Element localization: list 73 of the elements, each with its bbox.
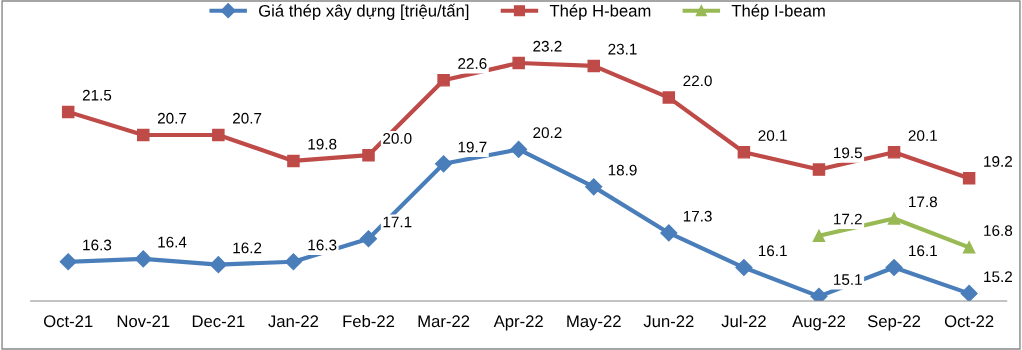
point: [435, 155, 453, 173]
data-label: 15.1: [834, 274, 862, 285]
data-label: 20.0: [383, 133, 412, 144]
x-tick-label: Jul-22: [721, 314, 766, 328]
point: [812, 163, 826, 176]
data-label: 17.1: [383, 216, 412, 228]
data-label: 19.7: [458, 141, 487, 153]
point: [887, 146, 901, 159]
data-label: 16.8: [984, 225, 1013, 237]
point: [660, 224, 678, 242]
data-label: 20.2: [533, 127, 562, 139]
point: [212, 128, 225, 142]
x-tick-label: Feb-22: [343, 314, 395, 328]
x-tick-label: Oct-21: [43, 315, 93, 328]
data-label: 22.0: [683, 75, 712, 87]
legend-label: Thép H-beam: [549, 4, 651, 20]
data-label: 19.5: [834, 147, 862, 159]
data-label: 17.8: [909, 196, 938, 208]
point: [885, 258, 903, 277]
data-label: 17.3: [683, 210, 712, 222]
x-tick-label: Jun-22: [643, 315, 694, 328]
x-tick-label: Mar-22: [418, 315, 470, 328]
data-label: 23.2: [533, 40, 562, 52]
x-tick-label: May-22: [567, 315, 621, 331]
data-label: 20.7: [157, 112, 187, 124]
x-tick-label: Dec-21: [192, 315, 245, 328]
x-tick-label: Oct-22: [944, 315, 994, 328]
data-label: 19.8: [308, 138, 337, 150]
point: [960, 284, 978, 301]
point: [962, 241, 976, 254]
point: [359, 230, 378, 248]
point: [437, 74, 450, 87]
point: [737, 146, 751, 159]
point: [362, 148, 375, 162]
data-label: 15.2: [984, 271, 1012, 283]
data-label: 20.1: [758, 130, 787, 141]
data-label: 21.5: [82, 89, 112, 101]
data-label: 16.1: [909, 245, 937, 257]
point: [512, 56, 525, 70]
point: [209, 256, 227, 274]
data-label: 16.2: [233, 242, 262, 254]
point: [587, 59, 600, 73]
x-tick-label: Sep-22: [867, 315, 921, 331]
data-label: 16.3: [308, 239, 337, 251]
point: [510, 140, 528, 158]
legend-label: Thép I-beam: [731, 4, 825, 20]
data-label: 20.1: [908, 130, 937, 141]
point: [735, 258, 753, 277]
data-label: 16.3: [83, 239, 112, 251]
point: [59, 253, 77, 271]
x-tick-label: Jan-22: [268, 315, 319, 328]
x-tick-label: Aug-22: [792, 315, 846, 331]
x-tick-label: Nov-21: [117, 315, 170, 328]
point: [287, 154, 300, 168]
point: [887, 212, 901, 225]
point: [137, 128, 150, 142]
data-label: 19.2: [984, 156, 1012, 167]
data-label: 18.9: [608, 164, 637, 176]
point: [284, 253, 302, 271]
data-label: 17.2: [834, 213, 862, 225]
data-label: 23.1: [608, 43, 637, 55]
data-label: 20.7: [233, 112, 262, 124]
legend-label: Giá thép xây dựng [triệu/tấn]: [259, 3, 469, 20]
point: [134, 250, 152, 268]
point: [962, 171, 976, 185]
x-tick-label: Apr-22: [493, 315, 543, 331]
point: [585, 178, 603, 196]
data-label: 16.4: [158, 236, 187, 248]
data-label: 22.6: [458, 58, 487, 69]
point: [812, 229, 826, 243]
point: [61, 105, 75, 119]
data-label: 16.1: [758, 245, 787, 257]
point: [662, 91, 676, 104]
